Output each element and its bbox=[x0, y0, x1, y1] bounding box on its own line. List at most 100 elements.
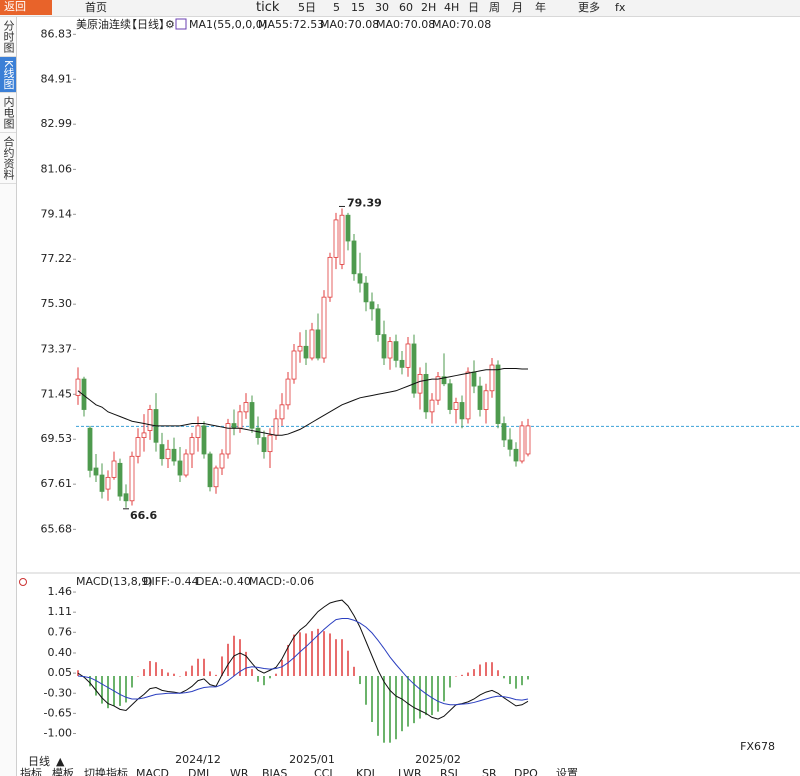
legend-entry: MA0:70.08 bbox=[432, 18, 491, 31]
side-tab[interactable]: 合约资料 bbox=[0, 133, 16, 185]
toolbar-button[interactable]: 日 bbox=[468, 1, 479, 14]
footer-tab[interactable]: SR bbox=[482, 767, 497, 776]
toolbar-button[interactable]: 5日 bbox=[298, 1, 316, 14]
side-tab[interactable]: 内电图 bbox=[0, 93, 16, 134]
macd-bar bbox=[251, 669, 253, 676]
y-tick-label: 73.37 bbox=[41, 342, 73, 355]
macd-bar bbox=[293, 634, 295, 676]
side-tab[interactable]: K线图 bbox=[0, 57, 16, 94]
macd-bar bbox=[161, 669, 163, 676]
candle-body bbox=[429, 399, 435, 413]
macd-bar bbox=[245, 651, 247, 676]
candle-body bbox=[405, 343, 411, 368]
macd-bar bbox=[191, 665, 193, 676]
candle-body bbox=[159, 444, 165, 460]
footer-tab[interactable]: 模板 bbox=[52, 766, 74, 776]
high-annotation: 79.39 bbox=[347, 196, 382, 209]
macd-bar bbox=[347, 650, 349, 676]
y-tick-label: 79.14 bbox=[41, 207, 73, 220]
toolbar-button[interactable]: 15 bbox=[351, 1, 365, 14]
toolbar-button[interactable]: 30 bbox=[375, 1, 389, 14]
macd-bar bbox=[365, 676, 367, 705]
macd-bar bbox=[95, 676, 97, 696]
macd-bar bbox=[323, 631, 325, 676]
candle-body bbox=[297, 345, 303, 352]
macd-bar bbox=[107, 676, 109, 709]
footer-tab[interactable]: 设置 bbox=[556, 767, 578, 776]
candle-body bbox=[237, 411, 243, 429]
indicator-label: MA1(55,0,0,0) bbox=[189, 18, 267, 31]
candle-body bbox=[183, 453, 189, 476]
toolbar-button[interactable]: 更多 bbox=[578, 1, 600, 14]
macd-bar bbox=[335, 639, 337, 676]
period-caret: ▲ bbox=[56, 755, 65, 768]
candle-body bbox=[147, 409, 153, 431]
y-tick-label: 1.46 bbox=[48, 585, 73, 598]
macd-bar bbox=[101, 676, 103, 704]
footer-tab[interactable]: 切换指标 bbox=[84, 766, 128, 776]
candle-body bbox=[381, 334, 387, 359]
candle-body bbox=[315, 329, 321, 359]
toolbar-button[interactable]: 首页 bbox=[85, 1, 107, 14]
toolbar-button[interactable]: 4H bbox=[444, 1, 460, 14]
footer-tab[interactable]: RSI bbox=[440, 767, 458, 776]
candle-body bbox=[435, 376, 441, 401]
macd-bar bbox=[413, 676, 415, 724]
macd-bar bbox=[281, 659, 283, 676]
y-tick-label: 0.40 bbox=[48, 646, 73, 659]
toolbar-button[interactable]: tick bbox=[256, 0, 280, 15]
toolbar-button[interactable]: 月 bbox=[512, 1, 523, 14]
candle-body bbox=[309, 329, 315, 359]
macd-bar bbox=[515, 676, 517, 689]
macd-bar bbox=[437, 676, 439, 712]
footer-tab[interactable]: WR bbox=[230, 767, 249, 776]
footer-tab[interactable]: CCI bbox=[314, 767, 333, 776]
y-tick-label: 84.91 bbox=[41, 72, 73, 85]
side-tab[interactable]: 分时图 bbox=[0, 17, 16, 57]
x-tick-label: 2024/12 bbox=[175, 753, 221, 766]
footer-tab[interactable]: KDJ bbox=[356, 767, 375, 776]
macd-bar bbox=[173, 673, 175, 676]
candle-body bbox=[465, 371, 471, 420]
y-tick-label: 82.99 bbox=[41, 117, 73, 130]
macd-bar bbox=[491, 662, 493, 676]
macd-bar bbox=[449, 676, 451, 688]
macd-bar bbox=[425, 676, 427, 716]
indicator-icon bbox=[175, 18, 187, 30]
candle-body bbox=[243, 402, 249, 413]
toolbar-button[interactable]: 2H bbox=[421, 1, 437, 14]
toolbar-button[interactable]: 年 bbox=[535, 1, 546, 14]
period-button: 日线 bbox=[28, 754, 50, 768]
macd-bar bbox=[479, 664, 481, 676]
toolbar-button[interactable]: 返回 bbox=[0, 0, 52, 15]
candle-body bbox=[513, 448, 519, 462]
macd-bar bbox=[527, 676, 529, 680]
y-tick-label: 0.05 bbox=[48, 666, 73, 679]
footer-tab[interactable]: BIAS bbox=[262, 767, 287, 776]
macd-bar bbox=[497, 670, 499, 676]
candle-body bbox=[525, 425, 531, 455]
macd-bar bbox=[329, 633, 331, 676]
candle-body bbox=[369, 301, 375, 310]
candle-body bbox=[489, 364, 495, 392]
footer-tab[interactable]: MACD bbox=[136, 767, 169, 776]
macd-bar bbox=[305, 633, 307, 676]
footer-tab[interactable]: DMI bbox=[188, 767, 209, 776]
footer-tab[interactable]: DPO bbox=[514, 767, 538, 776]
footer-tab[interactable]: 指标 bbox=[20, 766, 42, 776]
macd-bar bbox=[461, 674, 463, 676]
candle-body bbox=[129, 455, 135, 502]
candle-body bbox=[345, 214, 351, 242]
y-tick-label: 77.22 bbox=[41, 252, 73, 265]
macd-bar bbox=[377, 676, 379, 736]
toolbar-button[interactable]: 60 bbox=[399, 1, 413, 14]
toolbar-button[interactable]: fx bbox=[615, 1, 626, 14]
toolbar-button[interactable]: 周 bbox=[489, 1, 500, 14]
footer-tab[interactable]: LWR bbox=[398, 767, 422, 776]
macd-bar bbox=[89, 676, 91, 687]
candle-body bbox=[111, 460, 117, 478]
watermark: FX678 bbox=[740, 740, 775, 753]
candle-body bbox=[321, 296, 327, 359]
toolbar-button[interactable]: 5 bbox=[333, 1, 340, 14]
